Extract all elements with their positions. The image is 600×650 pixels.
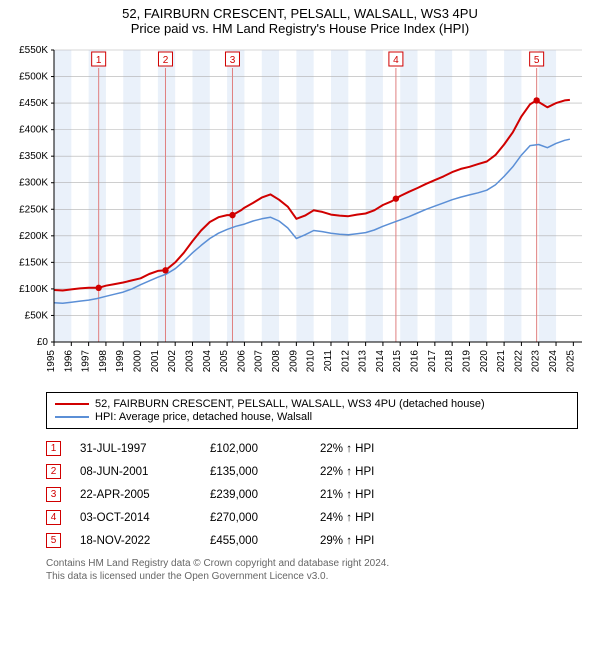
svg-text:4: 4	[393, 55, 399, 66]
svg-text:£200K: £200K	[19, 231, 48, 242]
svg-text:2016: 2016	[410, 350, 421, 373]
svg-text:2005: 2005	[219, 350, 230, 373]
svg-text:2017: 2017	[427, 350, 438, 373]
svg-text:2: 2	[163, 55, 169, 66]
sale-marker-badge: 1	[46, 441, 61, 456]
svg-text:£50K: £50K	[25, 310, 49, 321]
svg-text:£150K: £150K	[19, 257, 48, 268]
footnote: Contains HM Land Registry data © Crown c…	[46, 558, 578, 583]
sale-date: 08-JUN-2001	[80, 466, 210, 478]
sale-price: £239,000	[210, 489, 320, 501]
svg-text:2002: 2002	[167, 350, 178, 373]
svg-text:£100K: £100K	[19, 284, 48, 295]
svg-text:2007: 2007	[254, 350, 265, 373]
table-row: 4 03-OCT-2014 £270,000 24% ↑ HPI	[46, 506, 578, 529]
svg-text:£500K: £500K	[19, 72, 48, 83]
sale-price: £455,000	[210, 535, 320, 547]
svg-text:2019: 2019	[461, 350, 472, 373]
svg-text:2006: 2006	[236, 350, 247, 373]
svg-text:£300K: £300K	[19, 178, 48, 189]
sale-diff: 22% ↑ HPI	[320, 466, 440, 478]
page-container: 52, FAIRBURN CRESCENT, PELSALL, WALSALL,…	[0, 0, 600, 589]
sale-price: £270,000	[210, 512, 320, 524]
sale-date: 31-JUL-1997	[80, 443, 210, 455]
svg-text:2011: 2011	[323, 350, 334, 372]
sale-price: £102,000	[210, 443, 320, 455]
svg-text:1997: 1997	[81, 350, 92, 373]
table-row: 5 18-NOV-2022 £455,000 29% ↑ HPI	[46, 529, 578, 552]
table-row: 3 22-APR-2005 £239,000 21% ↑ HPI	[46, 483, 578, 506]
sale-date: 22-APR-2005	[80, 489, 210, 501]
svg-text:1995: 1995	[46, 350, 57, 373]
sale-diff: 29% ↑ HPI	[320, 535, 440, 547]
svg-text:2018: 2018	[444, 350, 455, 373]
svg-text:£350K: £350K	[19, 151, 48, 162]
svg-text:2020: 2020	[479, 350, 490, 373]
svg-text:1999: 1999	[115, 350, 126, 373]
svg-text:3: 3	[230, 55, 236, 66]
sale-date: 03-OCT-2014	[80, 512, 210, 524]
svg-text:2022: 2022	[513, 350, 524, 373]
svg-text:2013: 2013	[358, 350, 369, 373]
svg-text:£250K: £250K	[19, 204, 48, 215]
legend-row: 52, FAIRBURN CRESCENT, PELSALL, WALSALL,…	[55, 398, 569, 410]
svg-text:2008: 2008	[271, 350, 282, 373]
svg-text:2024: 2024	[548, 350, 559, 373]
sale-diff: 22% ↑ HPI	[320, 443, 440, 455]
footnote-line: This data is licensed under the Open Gov…	[46, 571, 578, 584]
legend-box: 52, FAIRBURN CRESCENT, PELSALL, WALSALL,…	[46, 392, 578, 429]
sale-marker-badge: 2	[46, 464, 61, 479]
svg-text:1998: 1998	[98, 350, 109, 373]
sales-table: 1 31-JUL-1997 £102,000 22% ↑ HPI 2 08-JU…	[46, 437, 578, 552]
svg-text:2014: 2014	[375, 350, 386, 373]
svg-text:2003: 2003	[184, 350, 195, 373]
sale-marker-badge: 4	[46, 510, 61, 525]
table-row: 1 31-JUL-1997 £102,000 22% ↑ HPI	[46, 437, 578, 460]
svg-text:£450K: £450K	[19, 98, 48, 109]
chart-svg: £0 £50K £100K £150K £200K £250K £300K £350K £400…	[8, 42, 592, 382]
svg-text:2012: 2012	[340, 350, 351, 373]
price-chart: £0 £50K £100K £150K £200K £250K £300K £350K £400…	[8, 42, 592, 382]
legend-label: HPI: Average price, detached house, Wals…	[95, 411, 312, 423]
table-row: 2 08-JUN-2001 £135,000 22% ↑ HPI	[46, 460, 578, 483]
legend-label: 52, FAIRBURN CRESCENT, PELSALL, WALSALL,…	[95, 398, 485, 410]
svg-text:2010: 2010	[306, 350, 317, 373]
svg-text:2015: 2015	[392, 350, 403, 373]
sale-diff: 24% ↑ HPI	[320, 512, 440, 524]
svg-text:1: 1	[96, 55, 102, 66]
svg-text:2001: 2001	[150, 350, 161, 373]
svg-text:£550K: £550K	[19, 45, 48, 56]
svg-text:2000: 2000	[133, 350, 144, 373]
legend-row: HPI: Average price, detached house, Wals…	[55, 411, 569, 423]
svg-text:2023: 2023	[531, 350, 542, 373]
svg-text:£0: £0	[37, 337, 49, 348]
footnote-line: Contains HM Land Registry data © Crown c…	[46, 558, 578, 571]
svg-text:2004: 2004	[202, 350, 213, 373]
legend-swatch-blue	[55, 416, 89, 418]
svg-text:2025: 2025	[565, 350, 576, 373]
sale-marker-badge: 3	[46, 487, 61, 502]
svg-text:2021: 2021	[496, 350, 507, 373]
svg-text:5: 5	[534, 55, 540, 66]
title-line-1: 52, FAIRBURN CRESCENT, PELSALL, WALSALL,…	[8, 6, 592, 21]
svg-text:2009: 2009	[288, 350, 299, 373]
sale-marker-badge: 5	[46, 533, 61, 548]
sale-price: £135,000	[210, 466, 320, 478]
sale-diff: 21% ↑ HPI	[320, 489, 440, 501]
legend-swatch-red	[55, 403, 89, 405]
title-line-2: Price paid vs. HM Land Registry's House …	[8, 21, 592, 36]
svg-text:£400K: £400K	[19, 125, 48, 136]
svg-text:1996: 1996	[63, 350, 74, 373]
sale-date: 18-NOV-2022	[80, 535, 210, 547]
